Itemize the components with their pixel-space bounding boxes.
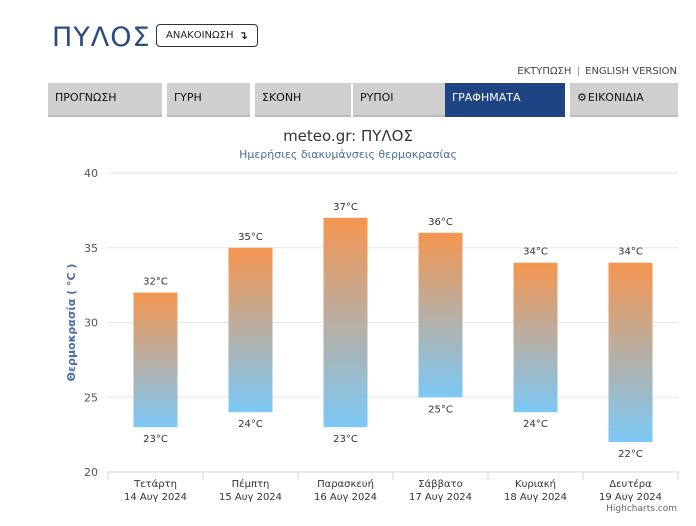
max-data-label: 34°C	[618, 247, 643, 258]
tab-widgets[interactable]: ⚙ΕΙΚΟΝΙΔΙΑ	[570, 83, 678, 117]
announcement-button[interactable]: ΑΝΑΚΟΙΝΩΣΗ ↴	[156, 24, 258, 47]
y-tick-label: 25	[84, 391, 98, 404]
highcharts-credit[interactable]: Highcharts.com	[606, 504, 677, 514]
tab-label: ΣΚΟΝΗ	[262, 91, 302, 104]
y-tick-label: 20	[84, 466, 98, 479]
max-data-label: 32°C	[143, 277, 168, 288]
temperature-chart: 20 25 30 35 40 Θερμοκρασία ( °C ) 32°C 23°C Τετά…	[65, 167, 679, 503]
arrow-down-icon: ↴	[238, 29, 248, 42]
chart-subtitle: Ημερήσιες διακυμάνσεις θερμοκρασίας	[239, 148, 457, 161]
tab-charts[interactable]: ΓΡΑΦΗΜΑΤΑ	[445, 83, 565, 117]
min-data-label: 24°C	[238, 419, 263, 430]
x-tick-label-date: 17 Αυγ 2024	[409, 492, 472, 503]
gear-icon: ⚙	[577, 91, 587, 104]
temperature-bar	[228, 247, 273, 413]
tab-label: ΠΡΟΓΝΩΣΗ	[55, 91, 117, 104]
min-data-label: 23°C	[333, 434, 358, 445]
x-tick-label-day: Παρασκευή	[317, 478, 374, 490]
temperature-bar	[513, 262, 558, 413]
tab-label: ΓΡΑΦΗΜΑΤΑ	[452, 91, 521, 104]
max-data-label: 35°C	[238, 232, 263, 243]
x-tick-label-date: 18 Αυγ 2024	[504, 492, 567, 503]
top-links: ΕΚΤΥΠΩΣΗ | ENGLISH VERSION	[517, 66, 677, 77]
temperature-bar	[418, 232, 463, 398]
page-title: ΠΥΛΟΣ	[52, 22, 151, 53]
temperature-bar	[608, 262, 653, 443]
print-link[interactable]: ΕΚΤΥΠΩΣΗ	[517, 66, 572, 77]
temperature-bar	[323, 217, 368, 428]
x-tick-label-day: Σάββατο	[418, 478, 462, 490]
x-tick-label-date: 14 Αυγ 2024	[124, 492, 187, 503]
y-tick-label: 30	[84, 317, 98, 330]
tab-pollen[interactable]: ΓΥΡΗ	[167, 83, 250, 117]
temperature-bar	[133, 292, 178, 428]
min-data-label: 22°C	[618, 449, 643, 460]
y-tick-label: 40	[84, 167, 98, 180]
max-data-label: 36°C	[428, 217, 453, 228]
x-tick-label-date: 16 Αυγ 2024	[314, 492, 377, 503]
announcement-label: ΑΝΑΚΟΙΝΩΣΗ	[166, 30, 234, 41]
tab-dust[interactable]: ΣΚΟΝΗ	[255, 83, 351, 117]
y-tick-label: 35	[84, 242, 98, 255]
x-tick-label-date: 19 Αυγ 2024	[599, 492, 662, 503]
x-tick-label-day: Κυριακή	[515, 478, 556, 490]
tab-label: ΓΥΡΗ	[174, 91, 202, 104]
min-data-label: 25°C	[428, 404, 453, 415]
tab-label: ΕΙΚΟΝΙΔΙΑ	[587, 91, 644, 104]
x-tick-label-day: Τετάρτη	[133, 478, 177, 490]
x-tick-label-day: Πέμπτη	[232, 478, 270, 490]
max-data-label: 37°C	[333, 202, 358, 213]
x-tick-label-date: 15 Αυγ 2024	[219, 492, 282, 503]
min-data-label: 23°C	[143, 434, 168, 445]
y-axis-label: Θερμοκρασία ( °C )	[65, 264, 78, 382]
min-data-label: 24°C	[523, 419, 548, 430]
tab-label: ΡΥΠΟΙ	[360, 91, 394, 104]
max-data-label: 34°C	[523, 247, 548, 258]
chart-title: meteo.gr: ΠΥΛΟΣ	[283, 127, 413, 145]
x-tick-label-day: Δευτέρα	[609, 478, 652, 490]
tab-forecast[interactable]: ΠΡΟΓΝΩΣΗ	[48, 83, 162, 117]
english-version-link[interactable]: ENGLISH VERSION	[585, 66, 677, 77]
link-separator: |	[576, 66, 580, 77]
